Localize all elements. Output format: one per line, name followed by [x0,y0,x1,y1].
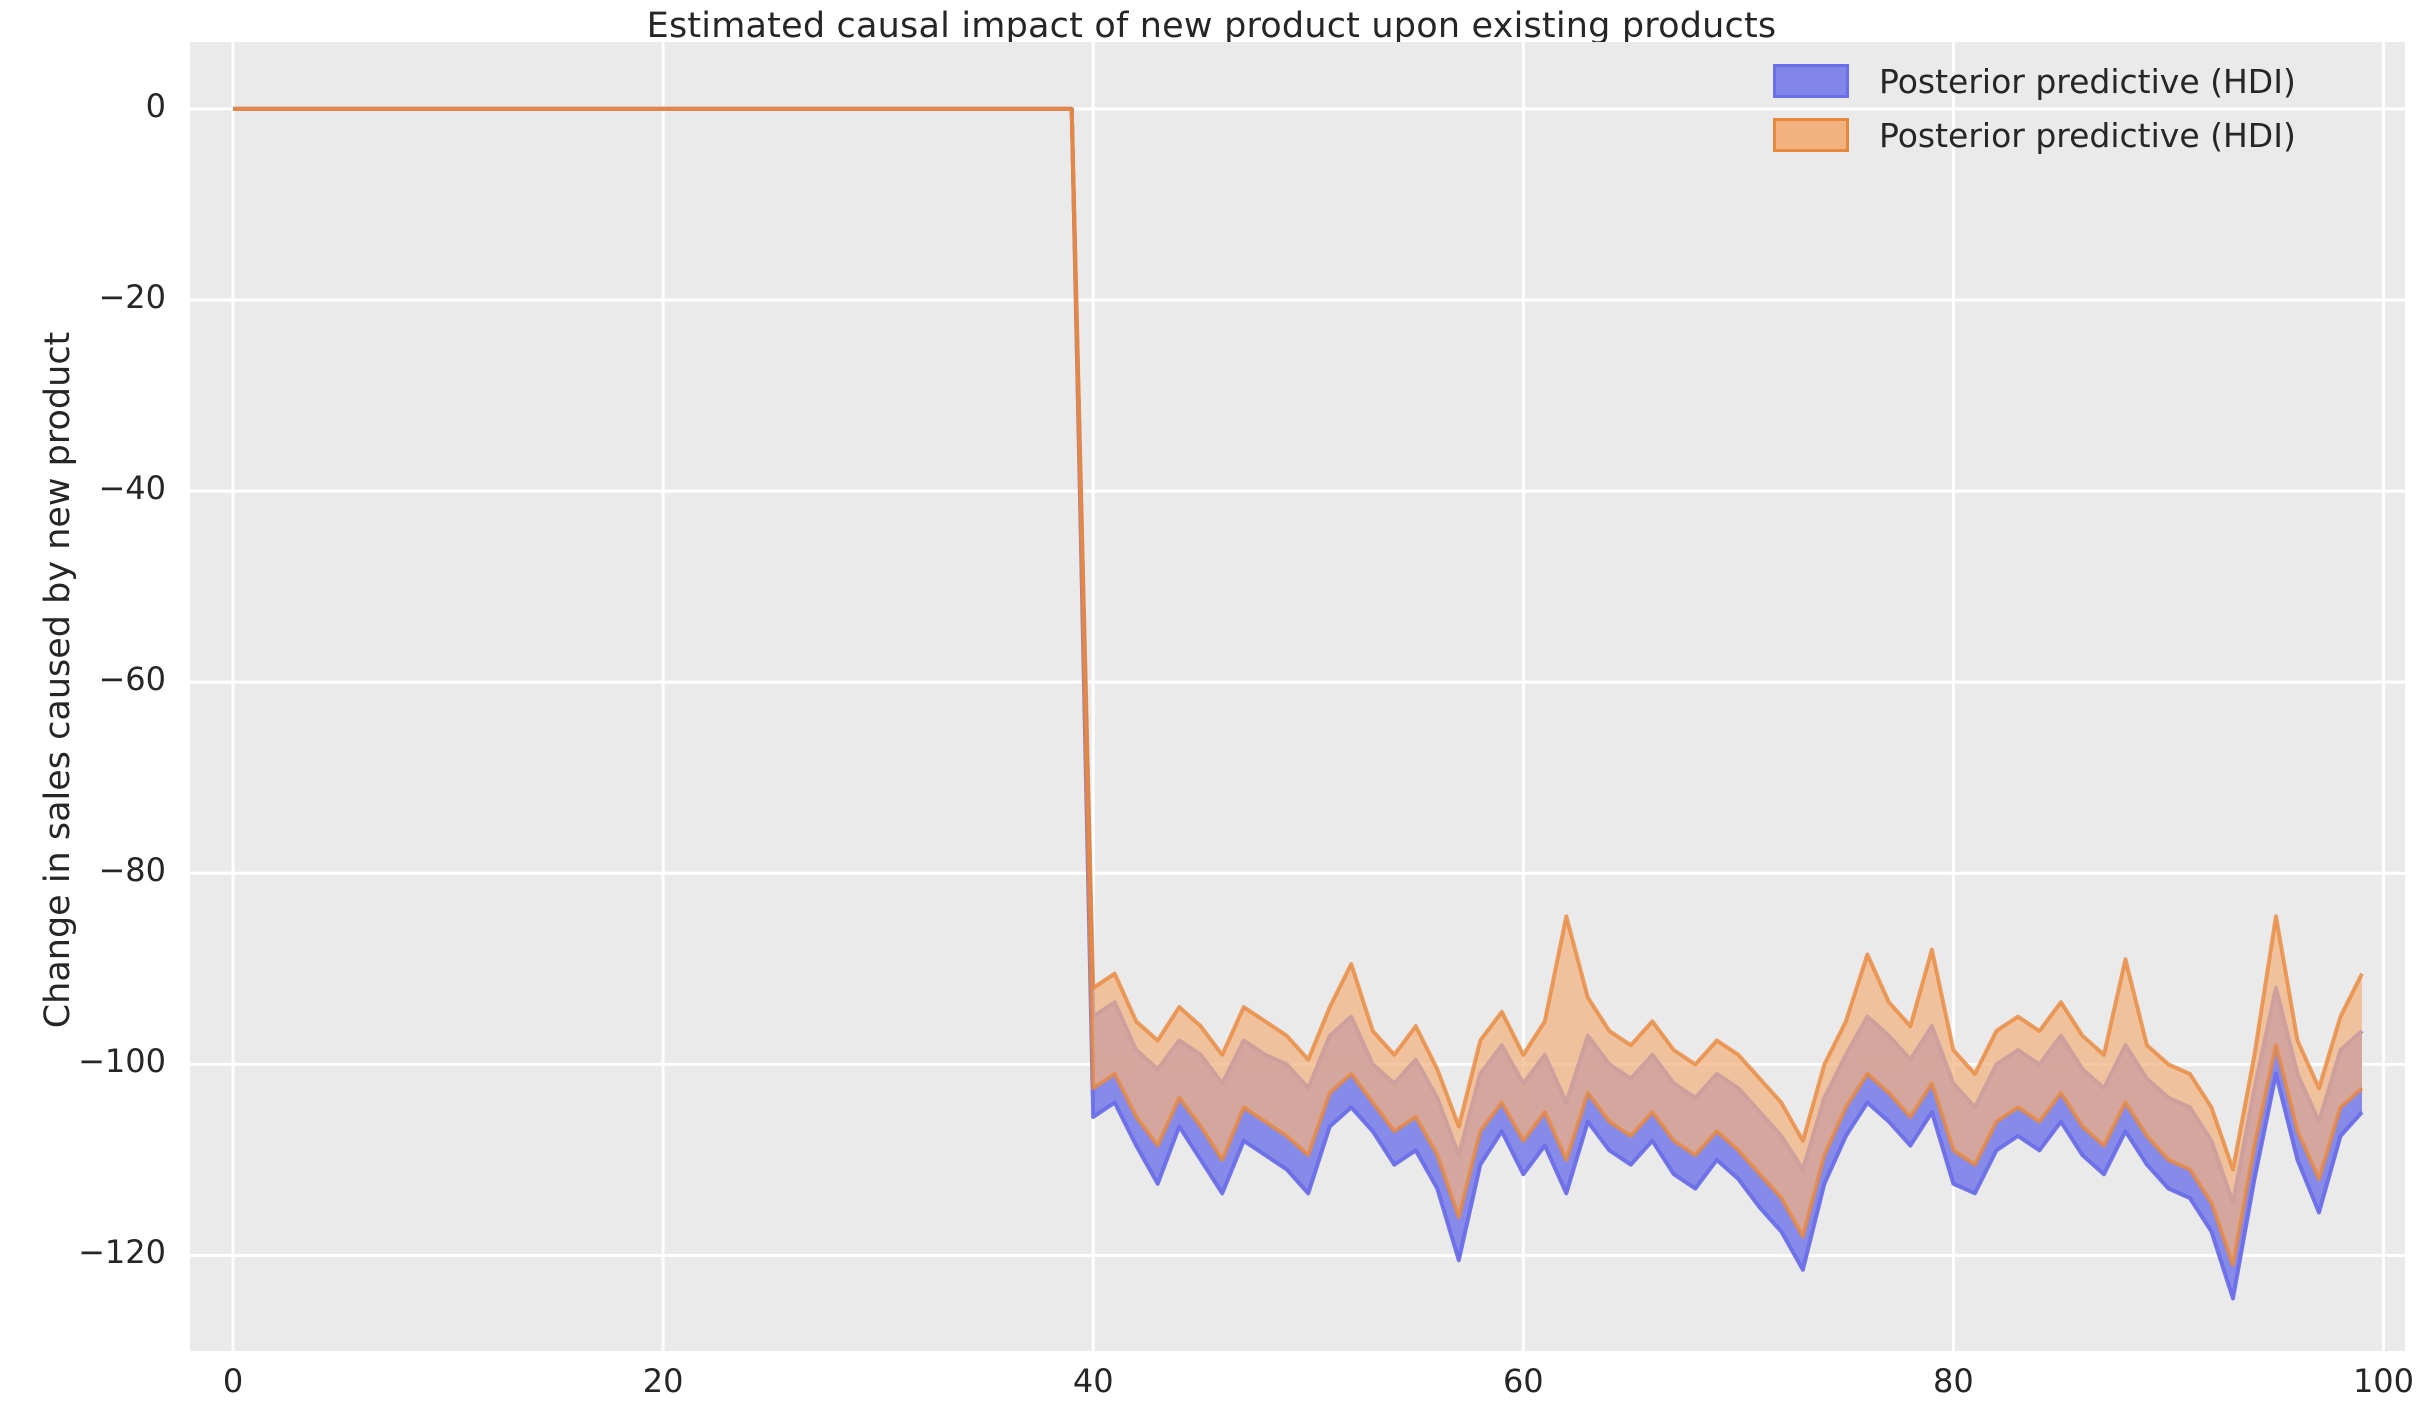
legend-label-1: Posterior predictive (HDI) [1879,115,2296,155]
plot-area [190,42,2405,1351]
y-tick-label: 0 [145,86,166,125]
y-tick-label: −120 [78,1233,166,1272]
plot-svg [190,42,2405,1351]
x-tick-label: 60 [1502,1362,1544,1400]
y-tick-label: −80 [98,851,166,890]
x-tick-label: 20 [642,1362,684,1400]
x-tick-label: 40 [1072,1362,1114,1400]
y-tick-label: −20 [98,277,166,316]
y-tick-label: −60 [98,660,166,699]
y-tick-label: −100 [78,1042,166,1081]
hdi-bands [233,106,2364,1301]
legend-swatch-posterior-predictive-orange [1773,118,1849,152]
hdi-band-upper-edge-1 [233,106,2364,1172]
legend-swatch-posterior-predictive-blue [1773,64,1849,98]
chart-title: Estimated causal impact of new product u… [646,6,1777,46]
hdi-band-fill-1 [233,108,2362,1266]
x-tick-label: 0 [222,1362,244,1400]
legend-item-0[interactable]: Posterior predictive (HDI) [1773,56,2393,106]
y-tick-label: −40 [98,469,166,508]
legend-label-0: Posterior predictive (HDI) [1879,61,2296,101]
x-tick-label: 100 [2352,1362,2415,1400]
legend: Posterior predictive (HDI) Posterior pre… [1773,56,2393,164]
x-tick-label: 80 [1933,1362,1974,1400]
legend-item-1[interactable]: Posterior predictive (HDI) [1773,110,2393,160]
